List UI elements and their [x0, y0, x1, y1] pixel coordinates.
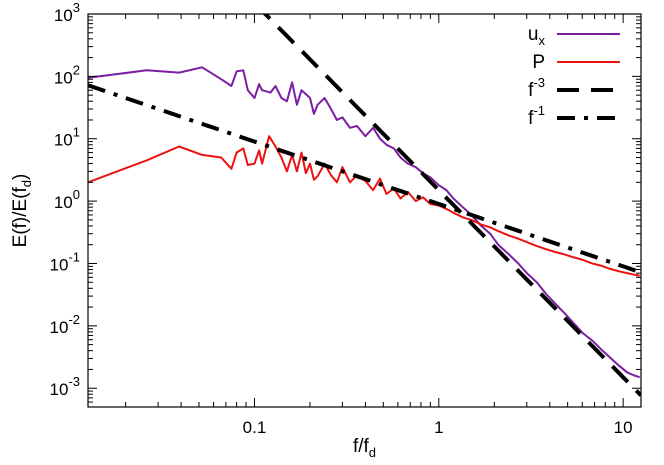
y-tick-label: 10-1 [50, 249, 80, 274]
series-layer [88, 14, 641, 397]
legend-label: P [532, 52, 545, 73]
y-tick-label: 10-2 [50, 312, 80, 337]
x-axis-title: f/fd [353, 436, 376, 460]
x-tick-label: 1 [434, 418, 443, 437]
axes-layer: 10-3 10-2 10-1 100 101 102 103 0.1 1 10 [50, 0, 642, 437]
y-tick-label: 102 [54, 62, 80, 87]
legend-label: f-3 [528, 75, 545, 101]
y-axis-title: E(f)/E(fd) [10, 174, 34, 248]
x-tick-label: 0.1 [243, 418, 267, 437]
y-tick-label: 100 [54, 187, 80, 212]
y-tick-label: 10-3 [50, 374, 80, 399]
legend-label: f-1 [528, 103, 545, 129]
x-tick-label: 10 [614, 418, 633, 437]
legend-label: ux [528, 24, 546, 48]
series-line-2 [262, 14, 641, 397]
series-line-3 [88, 83, 641, 275]
y-tick-label: 103 [54, 0, 80, 25]
series-line-0 [88, 66, 641, 379]
y-tick-label: 101 [54, 125, 80, 150]
legend: ux Pf-3 f-1 [528, 24, 620, 129]
series-line-1 [88, 135, 640, 277]
